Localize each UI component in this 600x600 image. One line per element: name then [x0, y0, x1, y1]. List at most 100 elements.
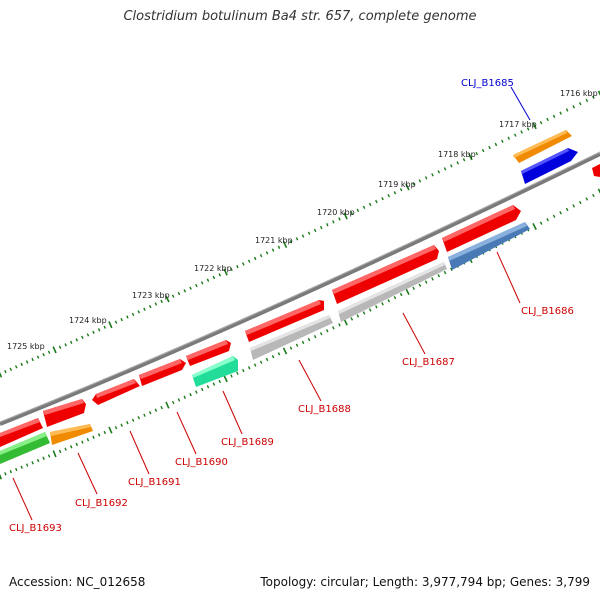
gene-clj-b1693[interactable] — [0, 432, 50, 464]
gene-clj-b1688[interactable] — [250, 315, 333, 360]
minor-tick — [572, 204, 576, 208]
minor-tick — [42, 353, 45, 357]
minor-tick — [399, 292, 403, 297]
gene-clj-b1690-top[interactable] — [139, 359, 186, 386]
minor-tick — [114, 426, 118, 430]
minor-tick — [313, 334, 317, 339]
label-connectors — [12, 86, 531, 521]
gene-clj-b1685-arrow[interactable] — [521, 148, 578, 184]
minor-tick — [212, 275, 216, 280]
minor-tick — [183, 395, 186, 399]
gene-clj-b1692-top[interactable] — [43, 399, 86, 427]
gene-clj-b1692[interactable] — [50, 424, 93, 445]
minor-tick — [552, 114, 556, 119]
gene-label-clj-b1693[interactable]: CLJ_B1693 — [9, 523, 62, 534]
minor-tick — [431, 173, 434, 177]
minor-tick — [64, 343, 67, 347]
minor-tick — [513, 133, 517, 137]
minor-tick — [450, 267, 453, 272]
minor-tick — [247, 259, 251, 263]
minor-tick — [86, 438, 90, 442]
minor-tick — [36, 355, 40, 359]
minor-tick — [69, 445, 73, 449]
genome-backbone — [0, 152, 600, 426]
gene-clj-b1686-top[interactable] — [442, 205, 521, 252]
minor-tick — [236, 371, 239, 375]
minor-tick — [36, 458, 40, 463]
inner-tick-ring — [0, 188, 600, 480]
minor-tick — [277, 352, 281, 356]
minor-tick — [154, 408, 158, 412]
gene-label-clj-b1689[interactable]: CLJ_B1689 — [221, 437, 274, 448]
major-tick — [108, 321, 113, 329]
gene-label-clj-b1690[interactable]: CLJ_B1690 — [175, 457, 228, 468]
gene-label-clj-b1685[interactable]: CLJ_B1685 — [461, 78, 514, 89]
minor-tick — [25, 360, 29, 364]
gene-clj-b1693-top[interactable] — [0, 418, 43, 447]
minor-tick — [218, 379, 222, 384]
minor-tick — [368, 202, 372, 207]
kbp-label: 1723 kbp — [132, 291, 170, 300]
gene-label-clj-b1692[interactable]: CLJ_B1692 — [75, 498, 128, 509]
minor-tick — [578, 200, 582, 205]
major-tick — [165, 401, 170, 409]
minor-tick — [47, 350, 51, 354]
gene-clj-b1691-top[interactable] — [92, 379, 140, 405]
minor-tick — [97, 328, 101, 332]
minor-tick — [450, 164, 453, 168]
major-tick — [0, 473, 3, 480]
minor-tick — [177, 398, 181, 402]
kbp-label: 1721 kbp — [255, 236, 293, 245]
gene-clj-b1688-top[interactable] — [245, 300, 324, 342]
minor-tick — [393, 295, 397, 300]
minor-tick — [277, 245, 281, 249]
minor-tick — [171, 294, 175, 298]
minor-tick — [58, 449, 62, 454]
gene-label-clj-b1688[interactable]: CLJ_B1688 — [298, 404, 351, 415]
minor-tick — [332, 326, 335, 330]
major-tick — [282, 347, 288, 355]
minor-tick — [253, 363, 257, 367]
accession-text: Accession: NC_012658 — [9, 575, 146, 589]
minor-tick — [137, 416, 141, 420]
gene-label-clj-b1691[interactable]: CLJ_B1691 — [128, 477, 181, 488]
gene-edge-partial[interactable] — [592, 164, 600, 177]
minor-tick — [356, 208, 360, 212]
kbp-label: 1724 kbp — [69, 316, 107, 325]
minor-tick — [230, 267, 233, 271]
gene-clj-b1687[interactable] — [338, 262, 447, 322]
minor-tick — [92, 435, 95, 439]
minor-tick — [242, 262, 245, 266]
major-tick — [468, 153, 473, 161]
major-tick — [52, 450, 57, 458]
minor-tick — [189, 393, 192, 397]
gene-label-clj-b1686[interactable]: CLJ_B1686 — [521, 306, 574, 317]
minor-tick — [236, 265, 239, 269]
gene-clj-b1687-top[interactable] — [332, 245, 439, 304]
major-tick — [597, 188, 600, 194]
gene-clj-b1685-top-segment[interactable] — [513, 130, 572, 163]
minor-tick — [443, 167, 447, 171]
gene-clj-b1689-top[interactable] — [186, 340, 231, 366]
minor-tick — [265, 251, 269, 255]
minor-tick — [387, 193, 391, 198]
minor-tick — [15, 467, 18, 472]
minor-tick — [103, 430, 107, 435]
gene-clj-b1686[interactable] — [448, 222, 530, 270]
minor-tick — [313, 228, 317, 233]
minor-tick — [97, 433, 101, 437]
minor-tick — [206, 385, 210, 389]
minor-tick — [20, 362, 23, 367]
major-tick — [532, 122, 537, 130]
minor-tick — [362, 311, 366, 315]
gene-label-clj-b1687[interactable]: CLJ_B1687 — [402, 357, 455, 368]
minor-tick — [552, 214, 556, 218]
minor-tick — [47, 454, 51, 458]
minor-tick — [131, 312, 135, 317]
minor-tick — [578, 101, 582, 106]
major-tick — [343, 212, 348, 220]
minor-tick — [120, 317, 123, 322]
minor-tick — [325, 329, 329, 333]
gene-clj-b1689[interactable] — [192, 356, 238, 387]
